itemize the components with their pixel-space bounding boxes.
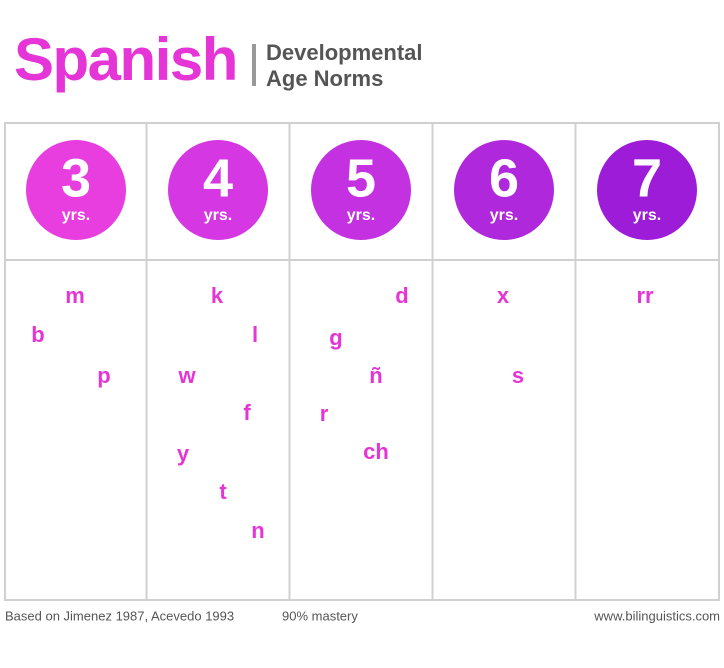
age-number: 7 [632,148,662,208]
sound: d [395,283,408,308]
subtitle: Developmental [266,40,423,65]
age-badge [454,140,554,240]
sound: w [177,363,196,388]
sound: n [251,518,264,543]
age-badge [168,140,268,240]
sound: l [252,322,258,347]
columns: 3yrs.mbp4yrs.klwfytn5yrs.dgñrch6yrs.xs7y… [26,123,697,600]
age-unit: yrs. [633,207,661,224]
age-unit: yrs. [62,207,90,224]
age-badge [597,140,697,240]
sound: k [211,283,224,308]
age-unit: yrs. [204,207,232,224]
age-number: 5 [346,148,376,208]
table-border [4,122,720,601]
sound: x [497,283,510,308]
sound: p [97,363,110,388]
title: Spanish [14,26,237,93]
sound: m [65,283,85,308]
age-unit: yrs. [347,207,375,224]
age-number: 3 [61,148,91,208]
age-badge [26,140,126,240]
age-unit: yrs. [490,207,518,224]
sound: ch [363,439,389,464]
age-number: 6 [489,148,519,208]
separator [252,44,256,86]
sound: b [31,322,44,347]
age-number: 4 [203,148,233,208]
sound: r [320,401,329,426]
source: Based on Jimenez 1987, Acevedo 1993 [5,608,234,623]
sound: t [219,479,227,504]
sound: g [329,325,342,350]
subtitle: Age Norms [266,66,383,91]
sound: y [177,441,190,466]
website: www.bilinguistics.com [593,608,720,623]
sound: rr [636,283,654,308]
sound: f [243,400,251,425]
age-badge [311,140,411,240]
criterion: 90% mastery [282,608,358,623]
sound: ñ [369,363,382,388]
sound: s [512,363,524,388]
